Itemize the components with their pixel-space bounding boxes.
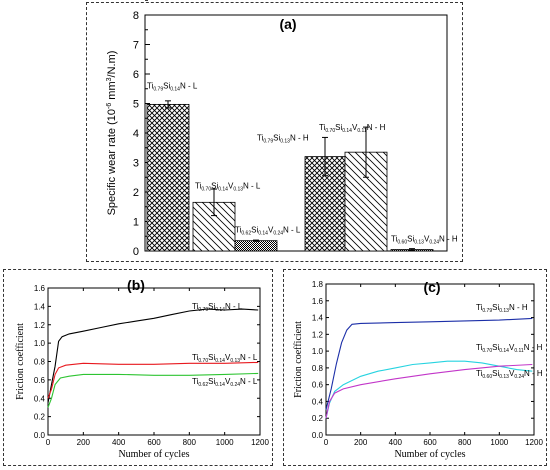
y-tick-label: 0.2 [312, 414, 324, 423]
bar [234, 240, 278, 252]
series-label: Ti0.70Si0.14V0.13N - L [192, 353, 258, 364]
x-tick-label: 800 [458, 438, 472, 447]
bar-label: Ti0.79Si0.14N - L [147, 81, 198, 92]
x-tick-label: 600 [147, 438, 161, 447]
y-tick-label: 0.6 [34, 376, 46, 385]
y-tick-label: 0.8 [312, 364, 324, 373]
x-tick-label: 600 [423, 438, 437, 447]
y-axis-title: Specific wear rate (10-6 mm3/N.m) [106, 51, 118, 216]
series-label: Ti0.62Si0.14V0.24N - L [192, 377, 258, 388]
series-label: Ti0.70Si0.14V0.11N - H [476, 343, 543, 354]
y-tick-label: 0.6 [312, 381, 324, 390]
panel-label: (a) [279, 16, 296, 32]
y-tick-label: 8 [133, 10, 139, 22]
x-tick-label: 1200 [251, 438, 269, 447]
x-tick-label: 0 [46, 438, 51, 447]
y-tick-label: 0.4 [312, 397, 324, 406]
series-label: Ti0.60Si0.13V0.24N - H [476, 369, 543, 380]
friction-chart-c: 0.0 0.2 0.4 0.6 0.8 1.0 1.2 1.4 1.6 1.8 0 200 400 600… [293, 279, 543, 460]
y-tick-label: 3 [133, 158, 139, 170]
y-tick-label: 5 [133, 99, 139, 111]
x-tick-label: 1200 [525, 438, 543, 447]
x-tick-label: 400 [112, 438, 126, 447]
y-tick-label: 0.0 [312, 431, 324, 440]
series-line [47, 372, 259, 408]
y-tick-label: 2 [133, 187, 139, 199]
y-axis-title: Friction coefficient [293, 321, 304, 398]
bar-label: Ti0.79Si0.13N - H [257, 134, 309, 145]
y-tick-label: 1.2 [312, 330, 324, 339]
friction-chart-b: 0.0 0.2 0.4 0.6 0.8 1.0 1.2 1.4 1.6 0 200 400 600 800… [15, 277, 269, 460]
y-tick-label: 1.2 [34, 321, 46, 330]
series-label: Ti0.79Si0.14N - L [192, 302, 243, 313]
y-tick-label: 7 [133, 40, 139, 52]
series-line [47, 361, 259, 399]
series-line [325, 360, 533, 419]
y-tick-label: 6 [133, 69, 139, 81]
x-tick-label: 200 [354, 438, 368, 447]
bar [146, 103, 190, 252]
bar-label: Ti0.70Si0.14V0.11N - H [319, 123, 386, 134]
panel-b: 0.0 0.2 0.4 0.6 0.8 1.0 1.2 1.4 1.6 0 200 400 600 800… [3, 269, 273, 466]
y-tick-label: 0.8 [34, 358, 46, 367]
y-tick-label: 0 [133, 246, 139, 258]
wear-rate-bar-chart: 0 1 2 3 4 5 6 7 8 Specific wear rate (10-6 mm3/N.… [106, 0, 458, 258]
bar-label: Ti0.60Si0.13V0.24N - H [391, 235, 458, 246]
y-tick-label: 0.0 [34, 431, 46, 440]
x-axis-title: Number of cycles [394, 449, 465, 460]
x-tick-label: 800 [183, 438, 197, 447]
x-tick-label: 0 [324, 438, 329, 447]
series-line [325, 363, 533, 419]
x-tick-label: 200 [77, 438, 91, 447]
panel-label: (b) [127, 277, 145, 293]
x-tick-label: 400 [389, 438, 403, 447]
y-tick-label: 1.0 [312, 347, 324, 356]
series-label: Ti0.79Si0.13N - H [476, 303, 528, 314]
y-tick-label: 1.6 [34, 284, 46, 293]
y-tick-label: 0.4 [34, 394, 46, 403]
panel-a: 0 1 2 3 4 5 6 7 8 Specific wear rate (10-6 mm3/N.… [86, 0, 463, 262]
y-tick-label: 1.0 [34, 339, 46, 348]
panel-label: (c) [423, 279, 440, 295]
y-tick-label: 4 [133, 128, 139, 140]
bar-label: Ti0.62Si0.14V0.24N - L [235, 226, 301, 237]
series-line [47, 308, 259, 403]
bar-label: Ti0.70Si0.14V0.13N - L [195, 181, 261, 192]
series-line [325, 317, 533, 410]
x-axis-title: Number of cycles [118, 449, 189, 460]
y-tick-label: 1.4 [34, 302, 46, 311]
x-tick-label: 1000 [490, 438, 508, 447]
y-axis-title: Friction coefficient [15, 323, 26, 400]
plot-frame [325, 283, 535, 436]
y-tick-label: 1.4 [312, 314, 324, 323]
y-tick-label: 0.2 [34, 413, 46, 422]
panel-c: 0.0 0.2 0.4 0.6 0.8 1.0 1.2 1.4 1.6 1.8 0 200 400 600… [283, 269, 547, 466]
y-tick-label: 1.6 [312, 297, 324, 306]
y-tick-label: 1 [133, 217, 139, 229]
y-tick-label: 1.8 [312, 280, 324, 289]
x-tick-label: 1000 [216, 438, 234, 447]
